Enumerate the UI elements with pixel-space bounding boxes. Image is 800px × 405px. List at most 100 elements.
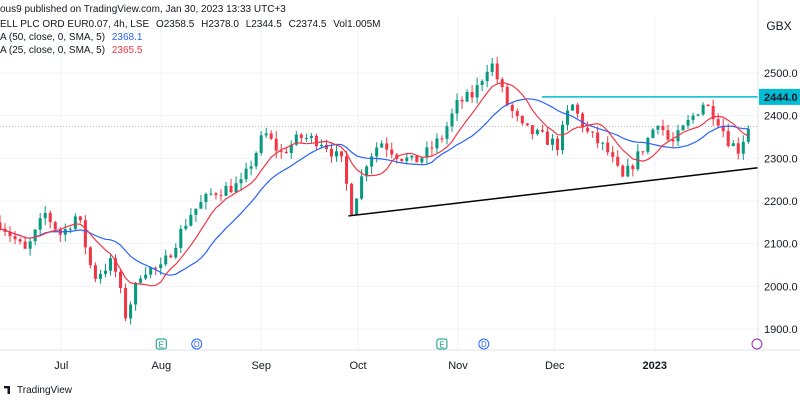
candle-body — [470, 91, 474, 98]
y-tick-label: 2100.0 — [764, 239, 798, 251]
candle-body — [560, 124, 565, 151]
candle-body — [550, 138, 554, 145]
candle-body — [515, 111, 519, 117]
candle-body — [545, 131, 549, 145]
y-tick-label: 2500.0 — [764, 68, 798, 80]
brand-label: TradingView — [17, 385, 73, 396]
x-tick-label: Nov — [448, 360, 468, 372]
candle-body — [696, 114, 700, 116]
price-axis: GBX 1900.0 2000.0 2100.0 2200.0 2300.0 2400.0 2… — [757, 0, 800, 350]
candle-body — [83, 220, 87, 248]
candle-body — [355, 198, 359, 216]
candle-body — [631, 165, 635, 170]
candle-body — [641, 151, 645, 153]
grid — [0, 16, 758, 350]
candle-body — [460, 100, 464, 102]
candle-body — [334, 151, 339, 157]
candle-body — [626, 165, 630, 177]
candle-body — [274, 138, 278, 151]
candle-body — [199, 202, 203, 209]
candle-body — [611, 152, 615, 157]
candle-body — [656, 125, 660, 130]
candle-body — [721, 125, 725, 132]
time-axis: Jul Aug Sep Oct Nov Dec 2023 — [0, 349, 800, 372]
candle-body — [184, 225, 188, 229]
resistance-price-label: 2444.0 — [764, 92, 798, 104]
ma50-line — [0, 98, 749, 276]
candle-body — [490, 63, 494, 72]
ma50-label: A (50, close, 0, SMA, 5) — [0, 32, 106, 43]
candle-body — [746, 128, 750, 142]
candle-body — [134, 282, 138, 305]
candle-body — [254, 152, 258, 167]
candle-body — [495, 63, 499, 80]
candle-body — [294, 134, 298, 145]
candle-body — [415, 155, 419, 163]
x-tick-label: 2023 — [643, 360, 667, 372]
candle-body — [736, 143, 740, 154]
candle-body — [370, 156, 374, 167]
candle-body — [520, 116, 524, 124]
candle-body — [234, 183, 238, 193]
tradingview-brand[interactable]: TradingView — [4, 385, 72, 396]
candle-body — [540, 129, 544, 132]
candle-body — [8, 231, 12, 237]
candle-body — [259, 135, 263, 153]
candle-body — [646, 137, 650, 152]
ma50-legend[interactable]: A (50, close, 0, SMA, 5) 2368.1 — [0, 32, 142, 43]
published-caption: ous9 published on TradingView.com, Jan 3… — [0, 4, 286, 15]
candle-body — [425, 147, 429, 158]
candle-body — [571, 104, 575, 111]
candle-body — [209, 193, 213, 195]
candle-body — [375, 147, 379, 157]
candle-body — [219, 195, 223, 197]
candle-body — [390, 149, 394, 155]
moving-averages — [0, 81, 749, 287]
earnings-marker — [155, 338, 167, 350]
candle-body — [566, 110, 570, 125]
candle-body — [93, 265, 97, 279]
candle-body — [289, 144, 293, 153]
candle-body — [179, 228, 183, 248]
ma25-label: A (25, close, 0, SMA, 5) — [0, 45, 106, 56]
candle-body — [420, 157, 424, 163]
candle-body — [159, 264, 163, 269]
close-value: C2374.5 — [288, 19, 327, 30]
candle-body — [500, 79, 504, 88]
candle-body — [525, 123, 529, 126]
candle-body — [606, 142, 610, 153]
candle-body — [129, 304, 133, 319]
candle-body — [591, 131, 595, 133]
candle-body — [314, 135, 318, 147]
candle-body — [284, 151, 288, 153]
candle-body — [586, 127, 590, 132]
candle-body — [701, 104, 705, 115]
symbol-label: ELL PLC ORD EUR0.07, 4h, LSE — [0, 19, 150, 30]
candle-body — [33, 229, 37, 242]
drawings — [348, 96, 759, 217]
ma25-legend[interactable]: A (25, close, 0, SMA, 5) 2365.5 — [0, 45, 142, 56]
candle-body — [345, 156, 349, 184]
candle-body — [23, 241, 27, 249]
dividend-marker — [478, 338, 490, 350]
candle-body — [465, 91, 469, 102]
candle-body — [350, 183, 354, 216]
candle-body — [475, 85, 479, 98]
candle-body — [480, 81, 484, 86]
ohlc-legend: ELL PLC ORD EUR0.07, 4h, LSE O2358.5 H23… — [0, 19, 380, 30]
candle-body — [385, 143, 389, 150]
candle-body — [706, 104, 710, 107]
candle-body — [299, 134, 303, 138]
candle-body — [691, 115, 695, 120]
high-value: H2378.0 — [201, 19, 239, 30]
ma25-value: 2365.5 — [111, 45, 143, 56]
volume-value: Vol1.005M — [333, 19, 381, 30]
candle-body — [621, 165, 625, 177]
dividend-marker-label: D — [481, 340, 487, 349]
candle-body — [329, 148, 333, 157]
ma50-value: 2368.1 — [111, 32, 143, 43]
candle-body — [555, 138, 559, 151]
